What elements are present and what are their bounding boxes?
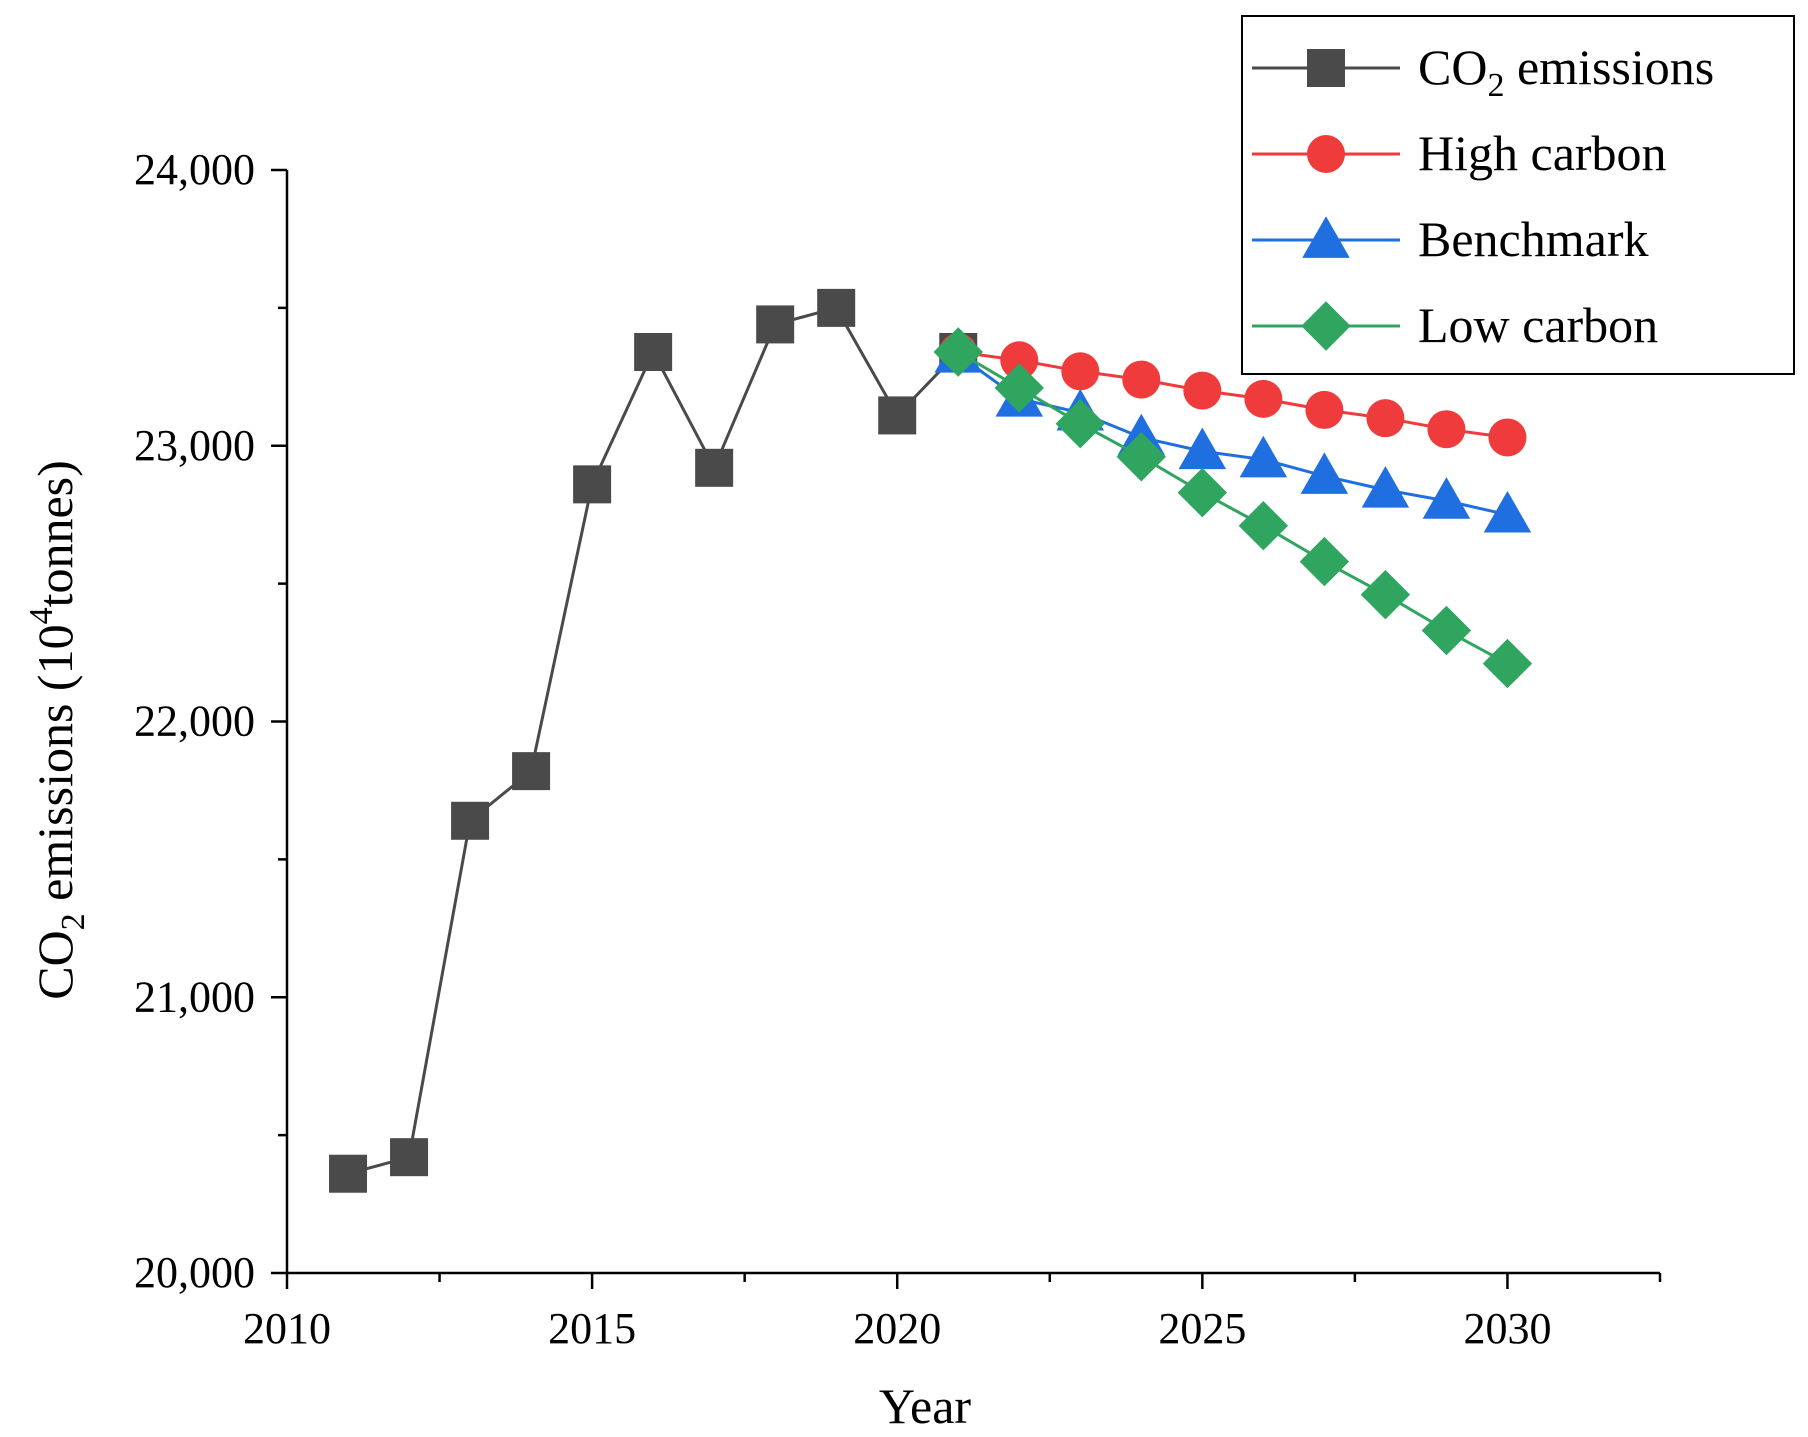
y-tick-label: 22,000 (134, 697, 255, 746)
data-point-high (1061, 352, 1100, 391)
y-tick-label: 21,000 (134, 972, 255, 1021)
data-point-bench (1300, 452, 1349, 494)
data-point-high (1366, 399, 1405, 438)
data-point-co2 (878, 396, 917, 435)
legend-entry-co2: CO2 emissions (1252, 39, 1714, 104)
data-point-low (1482, 638, 1533, 689)
x-axis-title: Year (879, 1378, 971, 1434)
data-point-high (1427, 410, 1466, 449)
data-point-low (1360, 569, 1411, 620)
y-tick-label: 20,000 (134, 1248, 255, 1297)
legend-label-subscript: 2 (1487, 67, 1504, 104)
legend-entry-low: Low carbon (1252, 297, 1658, 353)
data-point-high (1305, 390, 1344, 429)
data-point-low (1177, 467, 1228, 518)
x-tick-label: 2020 (853, 1304, 941, 1353)
data-point-co2 (817, 288, 856, 327)
data-point-low (1299, 536, 1350, 587)
x-tick-label: 2010 (243, 1304, 331, 1353)
data-point-bench (1483, 490, 1532, 533)
axes: 2010 2015 2020 2025 2030 20,000 21,000 22,000 23… (134, 145, 1662, 1353)
x-tick-label: 2030 (1463, 1304, 1551, 1353)
data-point-bench (1422, 477, 1471, 519)
data-point-co2 (512, 752, 551, 791)
y-axis-title-prefix: CO (27, 930, 83, 999)
legend-label-low: Low carbon (1418, 297, 1658, 353)
legend-marker-bench (1302, 216, 1350, 258)
data-point-co2 (329, 1154, 368, 1193)
legend-marker-low (1301, 301, 1351, 351)
x-tick-label: 2015 (548, 1304, 636, 1353)
y-axis-title-suffix: tonnes) (27, 460, 83, 607)
legend-label-text: High carbon (1418, 125, 1667, 181)
data-point-low (1116, 432, 1167, 482)
data-point-high (1488, 418, 1527, 457)
legend-label-text: Benchmark (1418, 211, 1648, 267)
legend-marker-co2 (1307, 49, 1345, 87)
data-point-high (1244, 379, 1283, 418)
y-tick-label: 24,000 (134, 145, 255, 194)
legend-marker-high (1307, 135, 1345, 173)
legend-label-high: High carbon (1418, 125, 1667, 181)
y-axis-title-superscript: 4 (23, 607, 60, 624)
data-point-high (1183, 371, 1222, 410)
data-point-co2 (695, 448, 734, 487)
data-point-high (1122, 360, 1161, 399)
series-line-bench (957, 353, 1508, 517)
y-axis-title: CO2 emissions (104tonnes) (23, 460, 92, 1000)
legend-label-suffix: emissions (1504, 39, 1714, 95)
legend-label-text: Low carbon (1418, 297, 1658, 353)
data-point-bench (1178, 427, 1227, 470)
data-point-low (933, 327, 983, 377)
series-line-low (957, 350, 1509, 665)
data-point-bench (1361, 466, 1410, 508)
y-tick-label: 23,000 (134, 421, 255, 470)
data-point-low (1421, 605, 1472, 656)
data-point-low (994, 363, 1044, 413)
legend-entry-bench: Benchmark (1252, 211, 1648, 267)
data-point-co2 (573, 465, 612, 504)
legend-label-text: CO (1418, 39, 1487, 95)
y-axis-title-middle: emissions (10 (27, 624, 83, 913)
series-layer (329, 288, 1533, 1193)
data-point-low (1238, 501, 1289, 551)
x-tick-label: 2025 (1158, 1304, 1246, 1353)
legend: CO2 emissions High carbon Benchmark Low car… (1241, 15, 1795, 375)
data-point-low (1055, 398, 1105, 449)
data-point-co2 (390, 1138, 429, 1177)
legend-entry-high: High carbon (1252, 125, 1667, 181)
series-line-co2 (347, 306, 960, 1176)
y-axis-title-subscript: 2 (55, 913, 92, 930)
data-point-bench (1239, 435, 1288, 478)
legend-label-bench: Benchmark (1418, 211, 1648, 267)
data-point-co2 (451, 801, 490, 840)
data-point-co2 (634, 332, 673, 371)
legend-label-co2: CO2 emissions (1418, 39, 1714, 104)
data-point-co2 (756, 305, 795, 344)
series-line-high (958, 350, 1508, 439)
series-low (933, 327, 1533, 689)
series-co2 (329, 288, 978, 1193)
data-point-high (1000, 341, 1039, 380)
